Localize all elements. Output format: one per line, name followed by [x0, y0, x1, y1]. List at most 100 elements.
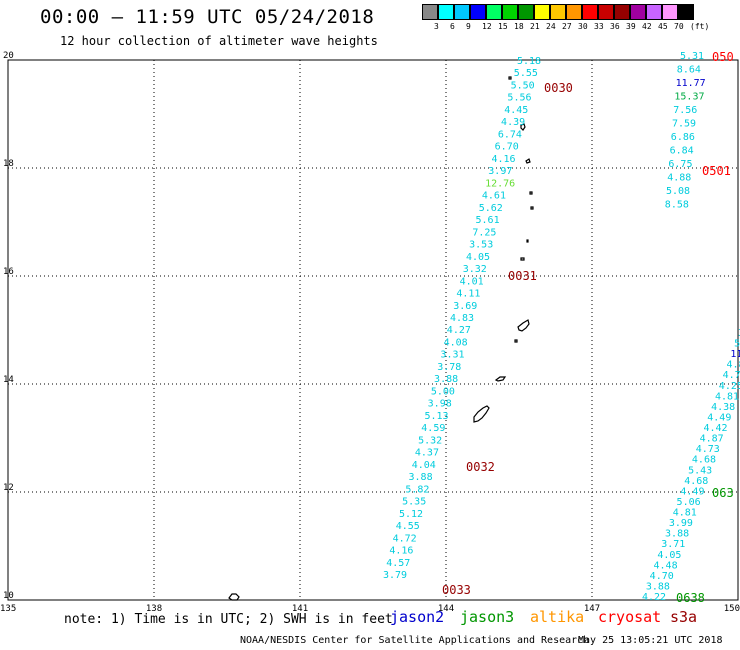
legend-label: 36 [610, 22, 620, 31]
swh-value: 4.16 [389, 546, 413, 557]
satellite-legend-item: jason2 [390, 608, 445, 626]
swh-value: 11.77 [676, 78, 706, 89]
credit-text: NOAA/NESDIS Center for Satellite Applica… [240, 635, 590, 646]
swh-value: 5.31 [680, 51, 704, 62]
swh-value: 4.61 [482, 191, 506, 202]
lat-tick-label: 18 [3, 159, 14, 169]
legend-swatch [454, 4, 470, 20]
legend-swatch [598, 4, 614, 20]
legend-label: 45 [658, 22, 668, 31]
island-outline [494, 376, 507, 382]
map-subtitle: 12 hour collection of altimeter wave hei… [60, 34, 378, 48]
swh-value: 5.82 [405, 484, 429, 495]
satellite-legend-item: s3a [670, 608, 698, 626]
swh-value: 4.16 [491, 154, 515, 165]
swh-value: 4.38 [711, 402, 735, 413]
legend-swatch [678, 4, 694, 20]
legend-swatch [518, 4, 534, 20]
swh-value: 5.35 [402, 497, 426, 508]
lat-tick-label: 16 [3, 267, 14, 277]
legend-label: 30 [578, 22, 588, 31]
island-outline [520, 257, 525, 261]
legend-swatch [422, 4, 438, 20]
swh-value: 4.55 [396, 521, 420, 532]
swh-value: 4.39 [501, 117, 525, 128]
swh-value: 4.81 [715, 391, 739, 402]
swh-value: 4.83 [450, 313, 474, 324]
island-outline [529, 191, 533, 195]
map-frame [7, 59, 739, 601]
swh-value: 4.88 [667, 173, 691, 184]
swh-value: 5.32 [418, 435, 442, 446]
legend-swatch [582, 4, 598, 20]
swh-value: 4.25 [719, 381, 740, 392]
legend-swatch [566, 4, 582, 20]
pass-time-label: 0501 [702, 164, 731, 178]
swh-value: 6.86 [671, 132, 695, 143]
swh-value: 3.79 [383, 570, 407, 581]
swh-value: 3.88 [646, 581, 670, 592]
legend-swatch [502, 4, 518, 20]
swh-value: 4.42 [703, 423, 727, 434]
island-outline [520, 123, 526, 131]
swh-value: 5.50 [511, 80, 535, 91]
swh-value: 8.58 [665, 200, 689, 211]
swh-value: 5.13 [424, 411, 448, 422]
swh-value: 4.70 [650, 571, 674, 582]
swh-value: 3.53 [469, 240, 493, 251]
swh-value: 4.05 [466, 252, 490, 263]
swh-value: 6.74 [498, 129, 522, 140]
swh-value: 4.85 [726, 360, 740, 371]
swh-value: 5.08 [666, 186, 690, 197]
swh-value: 5.00 [431, 386, 455, 397]
swh-value: 3 [738, 328, 740, 339]
swh-value: 5.61 [476, 215, 500, 226]
swh-value: 6.84 [670, 146, 694, 157]
swh-value: 4.08 [444, 337, 468, 348]
swh-value: 5.18 [517, 56, 541, 67]
swh-value: 6.75 [668, 159, 692, 170]
legend-swatch [614, 4, 630, 20]
legend-swatch [646, 4, 662, 20]
legend-swatch [438, 4, 454, 20]
pass-time-label: 0638 [676, 591, 705, 605]
swh-value: 3.88 [434, 374, 458, 385]
footer-note: note: 1) Time is in UTC; 2) SWH is in fe… [64, 612, 393, 627]
island-outline [508, 76, 512, 80]
map-title: 00:00 – 11:59 UTC 05/24/2018 [40, 6, 375, 28]
swh-value: 7.25 [472, 227, 496, 238]
swh-value: 4.57 [386, 558, 410, 569]
swh-value: 7.56 [673, 105, 697, 116]
legend-swatch [630, 4, 646, 20]
lon-tick-label: 141 [292, 604, 308, 614]
pass-time-label: 0031 [508, 269, 537, 283]
swh-value: 6.70 [495, 142, 519, 153]
swh-value: 4.68 [692, 455, 716, 466]
swh-value: 3.99 [669, 518, 693, 529]
swh-value: 3.71 [661, 539, 685, 550]
swh-value: 12.76 [485, 178, 515, 189]
swh-value: 4.45 [504, 105, 528, 116]
lat-tick-label: 12 [3, 483, 14, 493]
island-outline [530, 206, 534, 210]
legend-label: (ft) [690, 22, 710, 31]
swh-value: 4.87 [700, 434, 724, 445]
swh-value: 7.59 [672, 119, 696, 130]
swh-value: 15.37 [674, 92, 704, 103]
color-legend [422, 4, 694, 20]
legend-label: 12 [482, 22, 492, 31]
lat-tick-label: 20 [3, 51, 14, 61]
lon-tick-label: 138 [146, 604, 162, 614]
swh-value: 4.49 [680, 486, 704, 497]
pass-time-label: 0032 [466, 460, 495, 474]
legend-label: 27 [562, 22, 572, 31]
lat-tick-label: 14 [3, 375, 14, 385]
legend-label: 33 [594, 22, 604, 31]
swh-value: 3.98 [428, 399, 452, 410]
legend-label: 70 [674, 22, 684, 31]
swh-value: 4.68 [684, 476, 708, 487]
swh-value: 3.32 [463, 264, 487, 275]
legend-label: 3 [434, 22, 439, 31]
island-outline [473, 405, 490, 423]
swh-value: 4.22 [642, 592, 666, 603]
